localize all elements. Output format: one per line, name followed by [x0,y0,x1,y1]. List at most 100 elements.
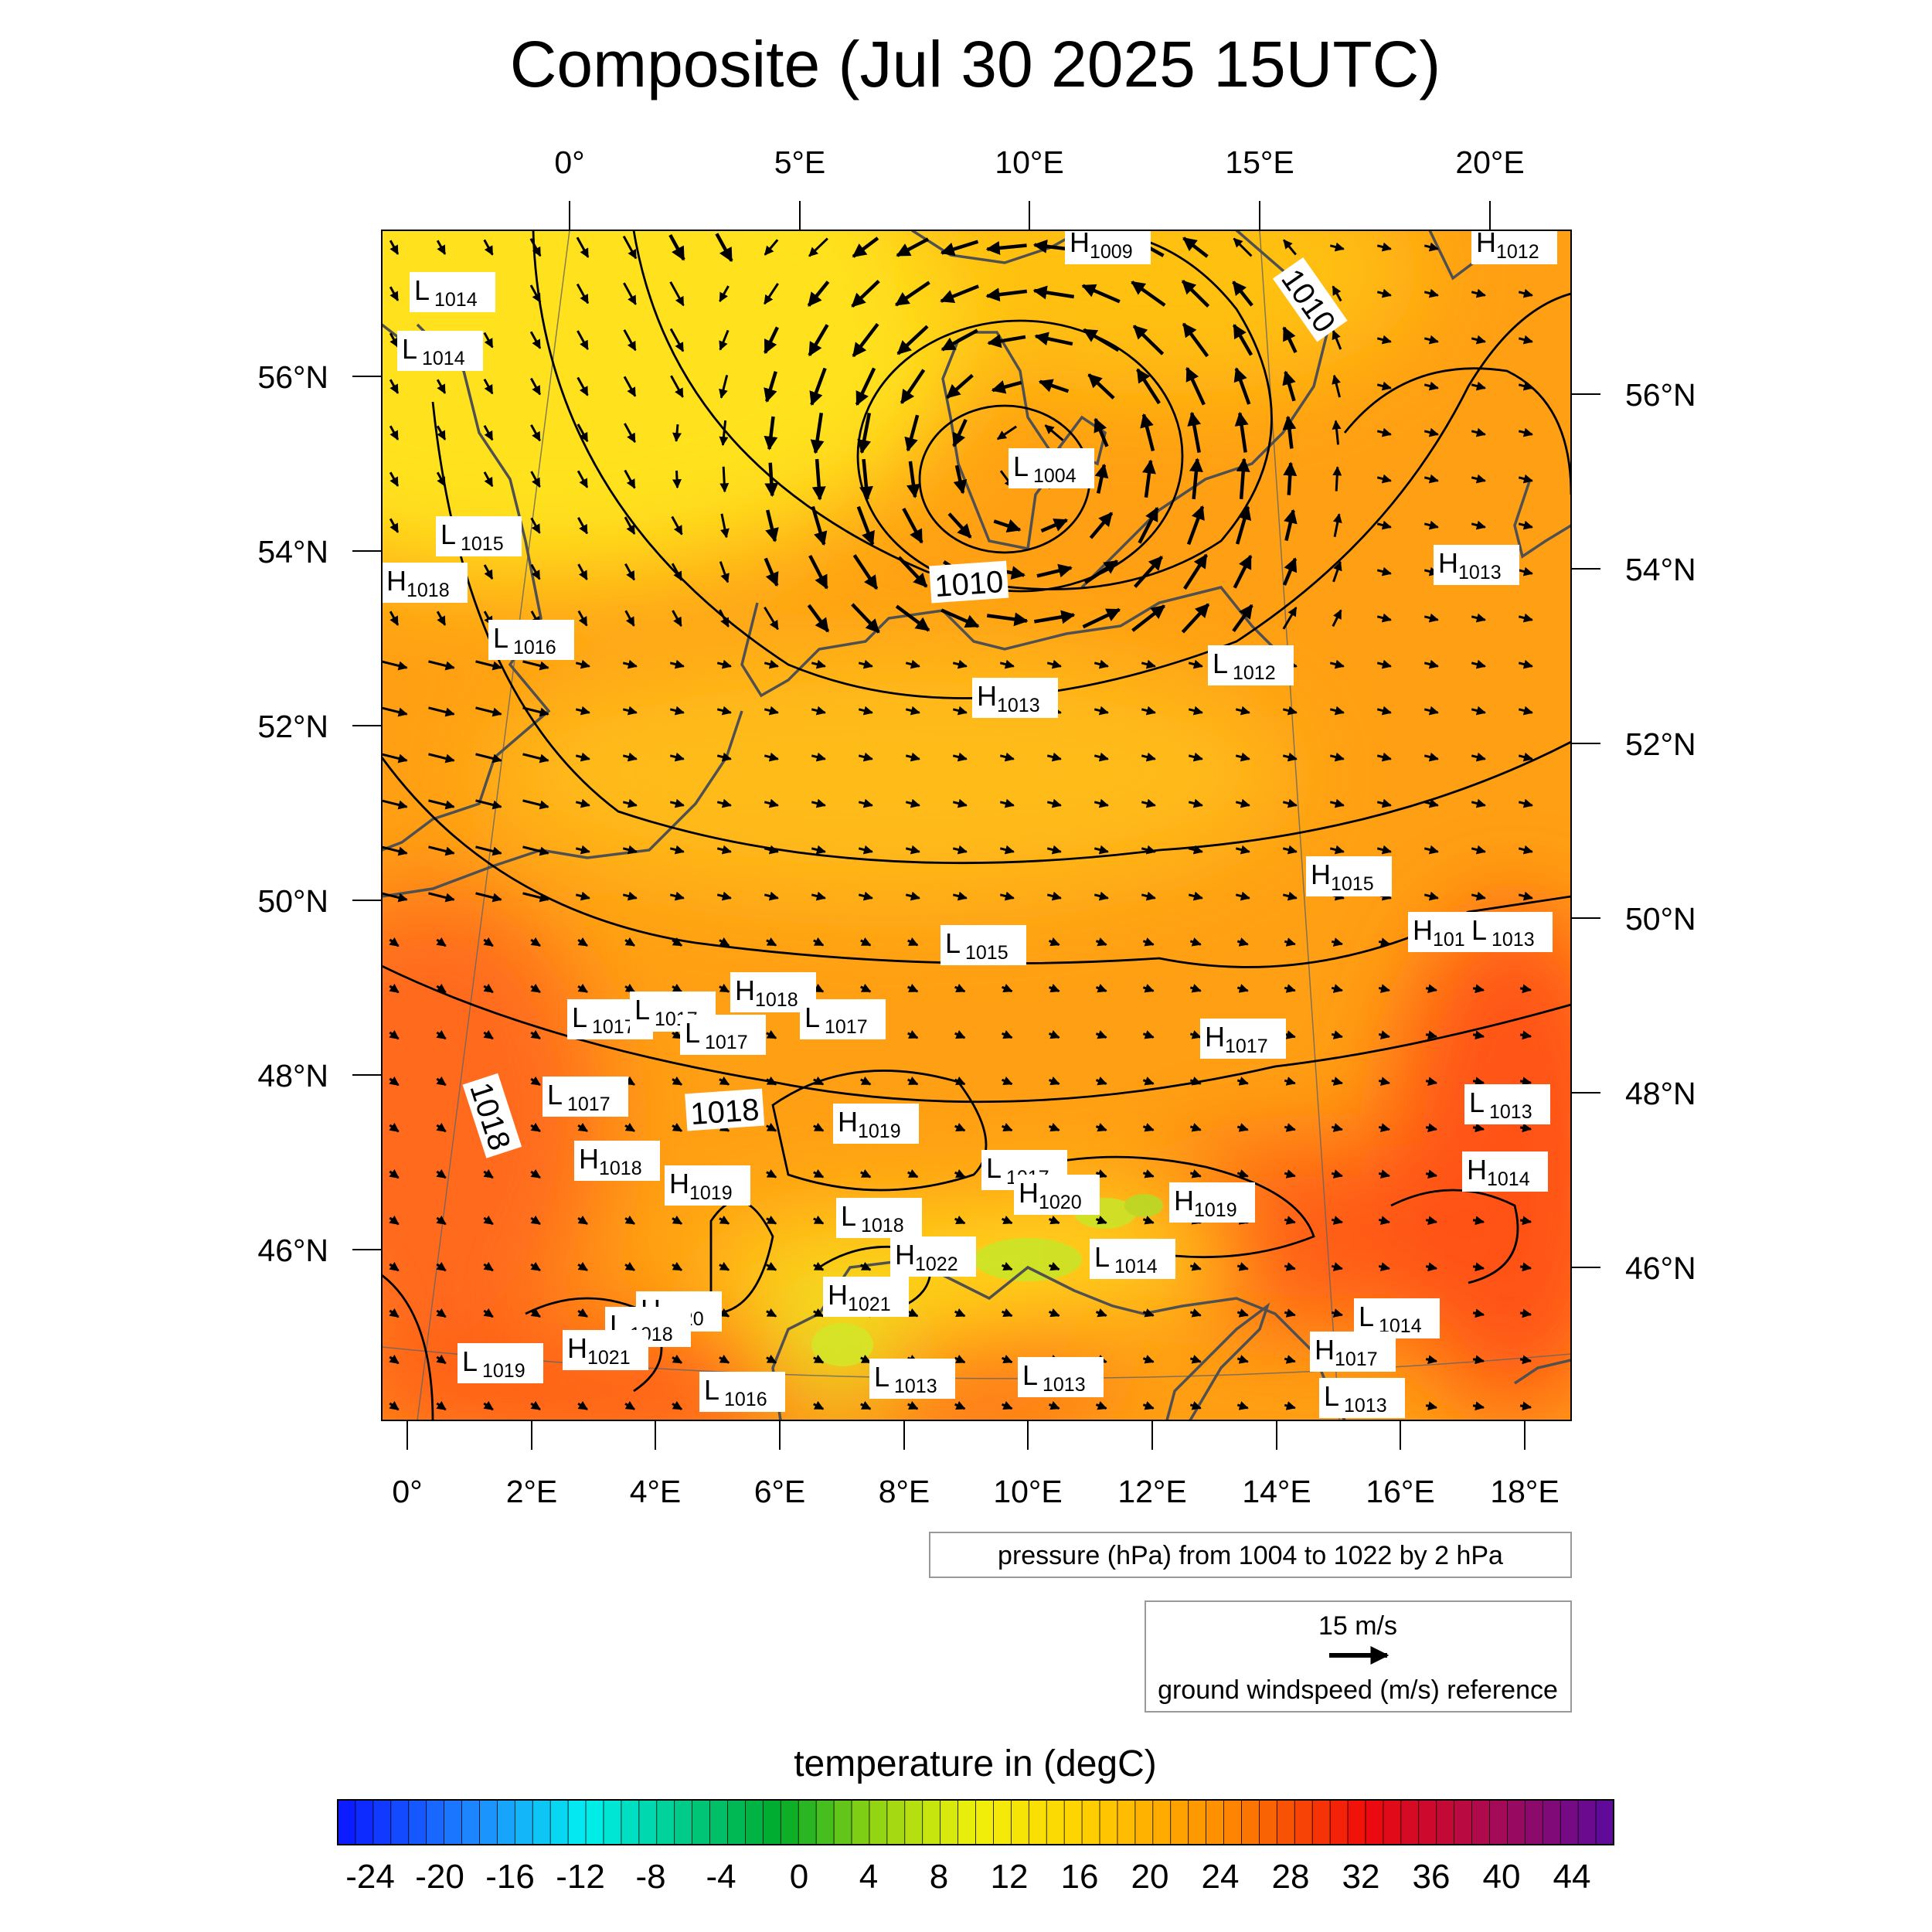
wind-arrow [1329,845,1345,855]
temperature-colorbar: temperature in (degC) -24 -20 -16 -12 -8 -4 0 4… [337,1743,1614,1896]
wind-arrow [483,1308,494,1318]
wind-arrow [1048,937,1060,947]
wind-arrow [624,937,635,947]
wind-arrow [669,845,685,855]
pressure-center-value: 1015 [1331,873,1374,895]
colorbar-cell [1276,1799,1296,1845]
pressure-center-value: 1012 [1496,241,1539,263]
wind-arrow [813,1215,825,1225]
wind-arrow [575,845,590,855]
wind-arrow [428,706,455,717]
wind-arrow [530,983,541,994]
wind-arrow [1376,288,1392,298]
wind-arrow [1472,1355,1485,1365]
wind-arrow [813,1076,825,1086]
wind-arrow [1233,554,1253,589]
wind-arrow [764,845,779,855]
pressure-center-type: L [945,927,961,959]
wind-arrow [766,1215,777,1225]
wind-arrow [1472,1030,1485,1040]
wind-arrow [952,752,968,762]
wind-arrow [1032,285,1075,300]
wind-arrow [1472,1077,1485,1087]
wind-arrow [807,281,830,307]
colorbar-cell [656,1799,675,1845]
pressure-center-type: L [1013,451,1029,482]
wind-arrow [1329,752,1345,762]
pressure-center-value: 1019 [482,1360,526,1382]
wind-arrow [1081,284,1121,304]
wind-arrow [672,983,683,993]
wind-arrow [907,1168,919,1179]
wind-arrow [940,608,980,628]
wind-arrow [624,469,636,489]
pressure-center-type: H [838,1106,858,1138]
wind-arrow [1188,659,1203,669]
pressure-center-type: L [493,622,509,654]
wind-arrow [813,1261,825,1271]
pressure-center-value: 1004 [1033,465,1077,487]
colorbar-cell [957,1799,977,1845]
wind-arrow [1284,1262,1296,1271]
wind-arrow [577,330,589,350]
wind-arrow [1141,891,1156,901]
pressure-center-value: 1009 [1090,241,1133,263]
wind-arrow [954,1354,966,1364]
wind-arrow [1001,1400,1013,1410]
pressure-center-low: L 1012 [1208,645,1294,685]
wind-arrow [719,1215,730,1225]
wind-arrow [940,328,978,352]
colorbar-cell [727,1799,747,1845]
colorbar-cell [922,1799,941,1845]
wind-arrow [1094,798,1109,808]
colorbar-cell [337,1799,356,1845]
top-lon-label: 20°E [1455,145,1524,180]
wind-arrow [436,1354,447,1365]
wind-arrow [1378,1169,1390,1179]
wind-arrow [1329,659,1345,669]
colorbar-cell [1542,1799,1562,1845]
colorbar-cell [1595,1799,1614,1845]
wind-arrow [1376,659,1392,669]
wind-arrow [946,373,974,400]
pressure-center-type: L [1359,1301,1374,1332]
wind-arrow [483,378,494,395]
wind-arrow [1471,613,1486,623]
wind-arrow [575,891,590,901]
pressure-center-low: L 1013 [869,1359,955,1399]
pressure-center-value: 1014 [1487,1168,1530,1190]
wind-arrow [577,1308,588,1318]
wind-arrow [860,1400,872,1410]
pressure-center-type: L [986,1152,1002,1184]
wind-arrow [947,512,972,539]
wind-arrow [985,240,1027,255]
wind-arrow [1141,798,1156,808]
pressure-center-value: 1018 [406,580,450,601]
wind-arrow [577,983,588,994]
wind-arrow [1095,1216,1107,1225]
wind-arrow [1376,474,1392,484]
pressure-center-high: H 1018 [574,1141,660,1181]
pressure-center-low: L 1014 [397,331,483,371]
wind-arrow [1232,604,1253,632]
colorbar-label: 8 [930,1858,948,1896]
wind-arrow [764,752,779,762]
wind-arrow [483,1215,494,1226]
wind-arrow [764,371,777,403]
colorbar-cell [390,1799,410,1845]
colorbar-cell [1383,1799,1402,1845]
wind-arrow [389,611,400,626]
wind-arrow [1182,236,1209,258]
wind-arrow [1095,1077,1107,1086]
wind-arrow [807,604,830,633]
wind-arrow [904,414,920,452]
pressure-center-type: L [414,274,430,306]
wind-arrow [1471,381,1486,391]
wind-arrow [1329,706,1345,716]
wind-arrow [907,983,919,993]
wind-arrow [1282,607,1298,630]
wind-arrow [764,798,779,808]
wind-arrow [1189,1262,1202,1271]
